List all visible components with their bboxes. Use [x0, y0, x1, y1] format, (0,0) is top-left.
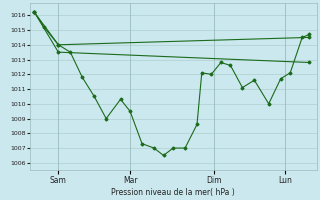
X-axis label: Pression niveau de la mer( hPa ): Pression niveau de la mer( hPa ) [111, 188, 235, 197]
